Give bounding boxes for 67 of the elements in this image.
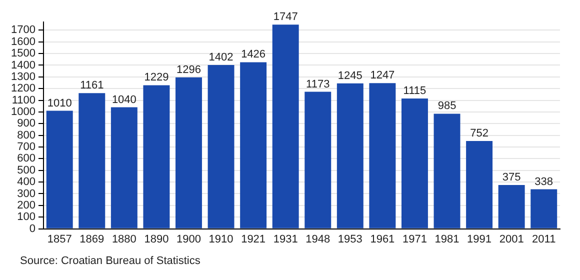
data-label: 1040 — [112, 94, 136, 106]
y-tick-label: 1200 — [10, 82, 36, 95]
x-tick-label: 1931 — [273, 233, 298, 246]
x-tick-label: 1921 — [241, 233, 266, 246]
y-tick-label: 1700 — [10, 24, 36, 36]
y-tick-label: 1500 — [10, 48, 36, 60]
bar — [530, 189, 558, 228]
bar — [498, 184, 525, 228]
bar — [78, 93, 106, 228]
data-label: 752 — [470, 127, 488, 140]
x-tick-label: 1869 — [80, 233, 104, 246]
y-tick-label: 800 — [17, 129, 36, 142]
y-tick-label: 1300 — [10, 70, 36, 83]
bar — [110, 107, 138, 228]
data-label: 1115 — [403, 85, 426, 98]
bar — [208, 64, 234, 228]
data-label: 1010 — [47, 97, 72, 110]
bar — [272, 24, 299, 228]
x-tick-label: 2011 — [532, 233, 556, 246]
y-tick-label: 1100 — [12, 94, 36, 106]
y-tick-label: 1000 — [10, 106, 36, 118]
data-label: 985 — [438, 100, 456, 112]
bar — [369, 83, 396, 228]
bar — [434, 114, 460, 228]
x-tick-label: 1857 — [47, 233, 72, 246]
y-tick-label: 900 — [17, 118, 36, 130]
x-tick-label: 1948 — [306, 233, 330, 246]
x-tick-label: 1953 — [338, 233, 362, 246]
bar — [304, 92, 332, 228]
bar — [466, 140, 493, 228]
data-label: 1747 — [273, 11, 298, 24]
y-tick-label: 400 — [17, 176, 36, 188]
x-tick-label: 1890 — [144, 233, 169, 246]
data-label: 1426 — [241, 48, 266, 61]
x-tick-label: 1910 — [208, 233, 234, 246]
bar — [46, 110, 73, 228]
y-tick-label: 0 — [29, 222, 36, 235]
data-label: 338 — [534, 176, 554, 188]
source-note: Source: Croatian Bureau of Statistics — [20, 255, 201, 267]
y-tick-label: 500 — [17, 164, 36, 176]
y-tick-label: 300 — [17, 188, 36, 200]
y-tick-label: 1600 — [10, 36, 36, 48]
x-tick-label: 1991 — [467, 233, 492, 246]
bar — [176, 77, 202, 228]
y-tick-label: 1400 — [10, 59, 36, 72]
y-tick-label: 700 — [17, 141, 36, 154]
x-tick-label: 1961 — [370, 233, 395, 246]
data-label: 375 — [502, 172, 521, 184]
bar — [240, 62, 267, 228]
data-label: 1229 — [144, 72, 169, 84]
x-tick-label: 1971 — [402, 233, 427, 246]
data-label: 1173 — [306, 78, 330, 90]
bar — [336, 83, 364, 228]
y-tick-label: 200 — [17, 199, 36, 212]
x-tick-label: 1981 — [434, 233, 460, 246]
y-tick-label: 600 — [17, 152, 36, 165]
data-label: 1247 — [370, 70, 395, 82]
y-tick-label: 100 — [17, 211, 36, 224]
data-label: 1402 — [208, 52, 234, 64]
bar — [143, 85, 170, 228]
data-label: 1161 — [80, 80, 104, 92]
data-label: 1296 — [176, 64, 201, 76]
data-label: 1245 — [338, 70, 362, 82]
x-tick-label: 1880 — [112, 233, 136, 246]
bar — [401, 98, 428, 228]
x-tick-label: 1900 — [176, 233, 201, 246]
x-tick-label: 2001 — [499, 233, 524, 246]
